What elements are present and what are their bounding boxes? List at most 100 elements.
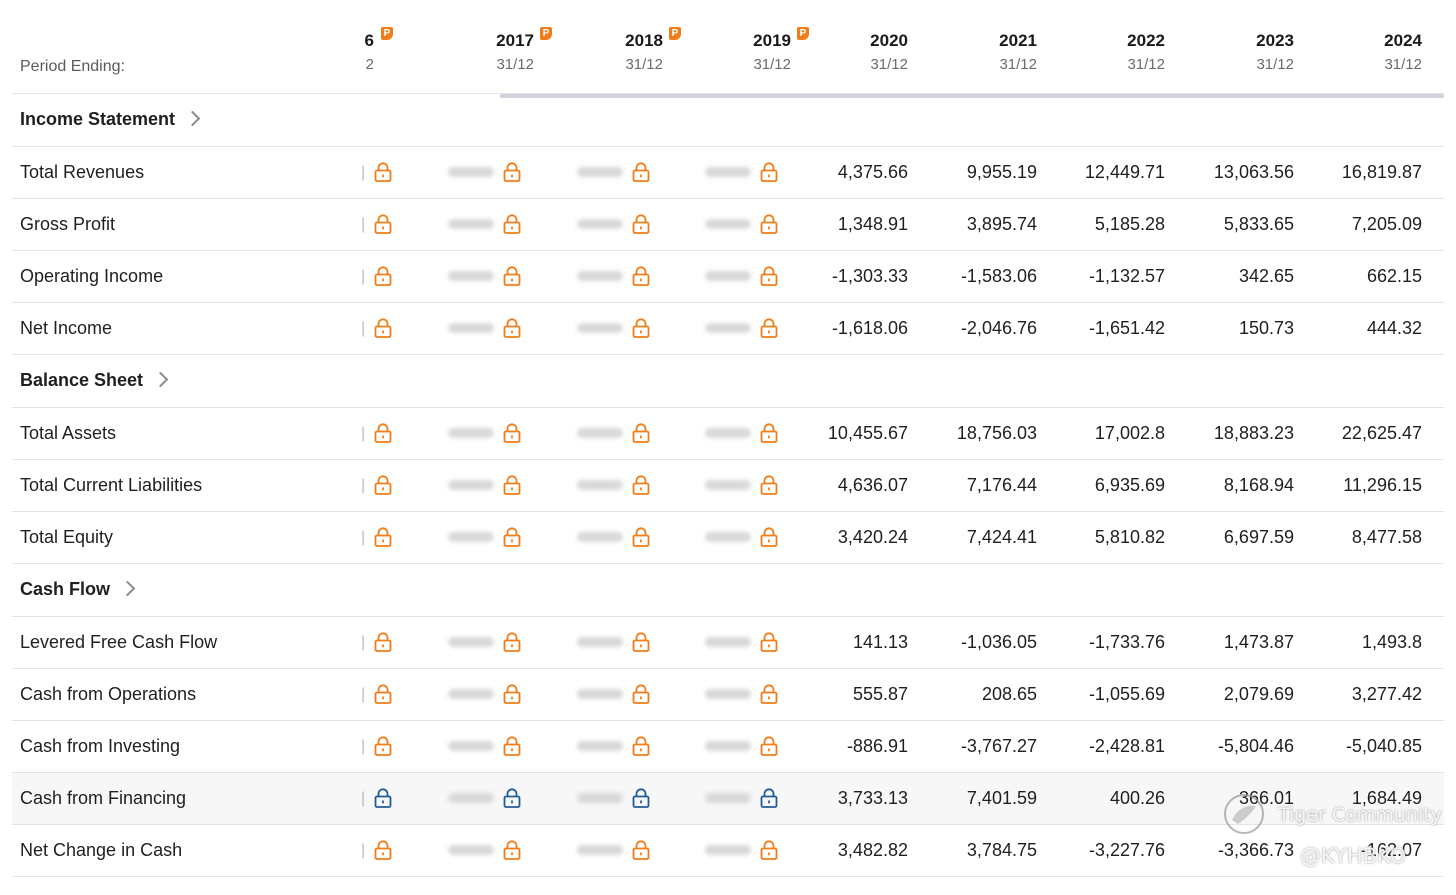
row-label: Cash from Financing xyxy=(20,773,186,824)
blurred-value xyxy=(577,637,623,647)
section-title: Balance Sheet xyxy=(20,355,169,406)
lock-icon[interactable] xyxy=(372,683,394,705)
section-header[interactable]: Balance Sheet xyxy=(12,355,1444,408)
lock-icon[interactable] xyxy=(372,631,394,653)
year-column-2021[interactable]: 2021 31/12 xyxy=(957,30,1037,73)
cell-value: 662.15 xyxy=(1366,266,1422,286)
row-label-text: Total Revenues xyxy=(20,162,145,182)
lock-icon[interactable] xyxy=(758,265,780,287)
cell-value: -5,804.46 xyxy=(1217,736,1294,756)
lock-icon[interactable] xyxy=(630,265,652,287)
lock-icon[interactable] xyxy=(758,526,780,548)
year-column-2023[interactable]: 2023 31/12 xyxy=(1214,30,1294,73)
horizontal-scrollbar[interactable] xyxy=(500,94,1444,98)
lock-icon[interactable] xyxy=(758,735,780,757)
row-label-text: Total Equity xyxy=(20,527,114,547)
row-label: Net Change in Cash xyxy=(20,825,182,876)
blurred-value xyxy=(448,532,494,542)
row-label-text: Cash from Financing xyxy=(20,788,187,808)
lock-icon[interactable] xyxy=(630,631,652,653)
lock-icon[interactable] xyxy=(501,683,523,705)
lock-icon[interactable] xyxy=(501,526,523,548)
cell-value: 366.01 xyxy=(1238,788,1294,808)
blurred-value xyxy=(448,271,494,281)
lock-icon[interactable] xyxy=(501,787,523,809)
partial-value: | xyxy=(361,268,366,285)
lock-icon[interactable] xyxy=(630,735,652,757)
row-label-text: Cash from Investing xyxy=(20,736,181,756)
lock-icon[interactable] xyxy=(758,161,780,183)
blurred-value xyxy=(577,532,623,542)
lock-icon[interactable] xyxy=(630,787,652,809)
chevron-right-icon[interactable] xyxy=(152,371,169,388)
year-column-2020[interactable]: 2020 31/12 xyxy=(828,30,908,73)
blurred-value xyxy=(705,689,751,699)
section-header[interactable]: Cash Flow xyxy=(12,564,1444,617)
lock-icon[interactable] xyxy=(372,317,394,339)
lock-icon[interactable] xyxy=(501,213,523,235)
lock-icon[interactable] xyxy=(758,631,780,653)
lock-icon[interactable] xyxy=(630,683,652,705)
lock-icon[interactable] xyxy=(501,474,523,496)
section-title: Cash Flow xyxy=(20,564,136,615)
lock-icon[interactable] xyxy=(372,422,394,444)
cell-value: -1,618.06 xyxy=(831,318,908,338)
cell-value: 3,482.82 xyxy=(837,840,908,860)
lock-icon[interactable] xyxy=(372,735,394,757)
row-label: Gross Profit xyxy=(20,199,115,250)
period-date: 31/12 xyxy=(753,56,791,73)
partial-value: | xyxy=(361,477,366,494)
lock-icon[interactable] xyxy=(758,474,780,496)
blurred-value xyxy=(705,637,751,647)
lock-icon[interactable] xyxy=(630,317,652,339)
table-row: Total Revenues | 4,375.66 9,955.19 12,449.71… xyxy=(12,147,1444,199)
table-row: Cash from Financing | 3,733.13 7,401.59 400.… xyxy=(12,773,1444,825)
cell-value: -886.91 xyxy=(846,736,908,756)
blurred-value xyxy=(577,271,623,281)
lock-icon[interactable] xyxy=(372,213,394,235)
lock-icon[interactable] xyxy=(630,422,652,444)
lock-icon[interactable] xyxy=(372,474,394,496)
lock-icon[interactable] xyxy=(372,161,394,183)
year-column-2024[interactable]: 2024 31/12 xyxy=(1342,30,1422,73)
lock-icon[interactable] xyxy=(501,839,523,861)
year-column-2018[interactable]: 2018 31/12 P xyxy=(583,27,681,73)
table-row: Levered Free Cash Flow | 141.13 -1,036.05 -1… xyxy=(12,617,1444,669)
lock-icon[interactable] xyxy=(758,317,780,339)
lock-icon[interactable] xyxy=(372,526,394,548)
lock-icon[interactable] xyxy=(372,265,394,287)
lock-icon[interactable] xyxy=(501,161,523,183)
lock-icon[interactable] xyxy=(630,839,652,861)
lock-icon[interactable] xyxy=(758,213,780,235)
lock-icon[interactable] xyxy=(758,839,780,861)
blurred-value xyxy=(705,480,751,490)
chevron-right-icon[interactable] xyxy=(119,580,136,597)
lock-icon[interactable] xyxy=(372,839,394,861)
lock-icon[interactable] xyxy=(501,422,523,444)
section-header[interactable]: Income Statement xyxy=(12,94,1444,147)
lock-icon[interactable] xyxy=(372,787,394,809)
partial-value: | xyxy=(361,529,366,546)
table-row: Cash from Operations | 555.87 208.65 -1,055.… xyxy=(12,669,1444,721)
row-label-text: Total Assets xyxy=(20,423,117,443)
lock-icon[interactable] xyxy=(501,317,523,339)
lock-icon[interactable] xyxy=(501,735,523,757)
row-label: Cash from Operations xyxy=(20,669,196,720)
lock-icon[interactable] xyxy=(630,526,652,548)
premium-badge-icon: P xyxy=(540,27,552,40)
year-column-2019[interactable]: 2019 31/12 P xyxy=(711,27,809,73)
lock-icon[interactable] xyxy=(630,474,652,496)
lock-icon[interactable] xyxy=(501,631,523,653)
lock-icon[interactable] xyxy=(501,265,523,287)
partial-value: | xyxy=(361,738,366,755)
lock-icon[interactable] xyxy=(758,787,780,809)
lock-icon[interactable] xyxy=(630,213,652,235)
year-column-2017[interactable]: 2017 31/12 P xyxy=(454,27,552,73)
cell-value: 141.13 xyxy=(852,632,908,652)
year-column-2022[interactable]: 2022 31/12 xyxy=(1085,30,1165,73)
lock-icon[interactable] xyxy=(758,683,780,705)
lock-icon[interactable] xyxy=(758,422,780,444)
lock-icon[interactable] xyxy=(630,161,652,183)
cell-value: 4,375.66 xyxy=(837,162,908,182)
chevron-right-icon[interactable] xyxy=(184,110,201,127)
